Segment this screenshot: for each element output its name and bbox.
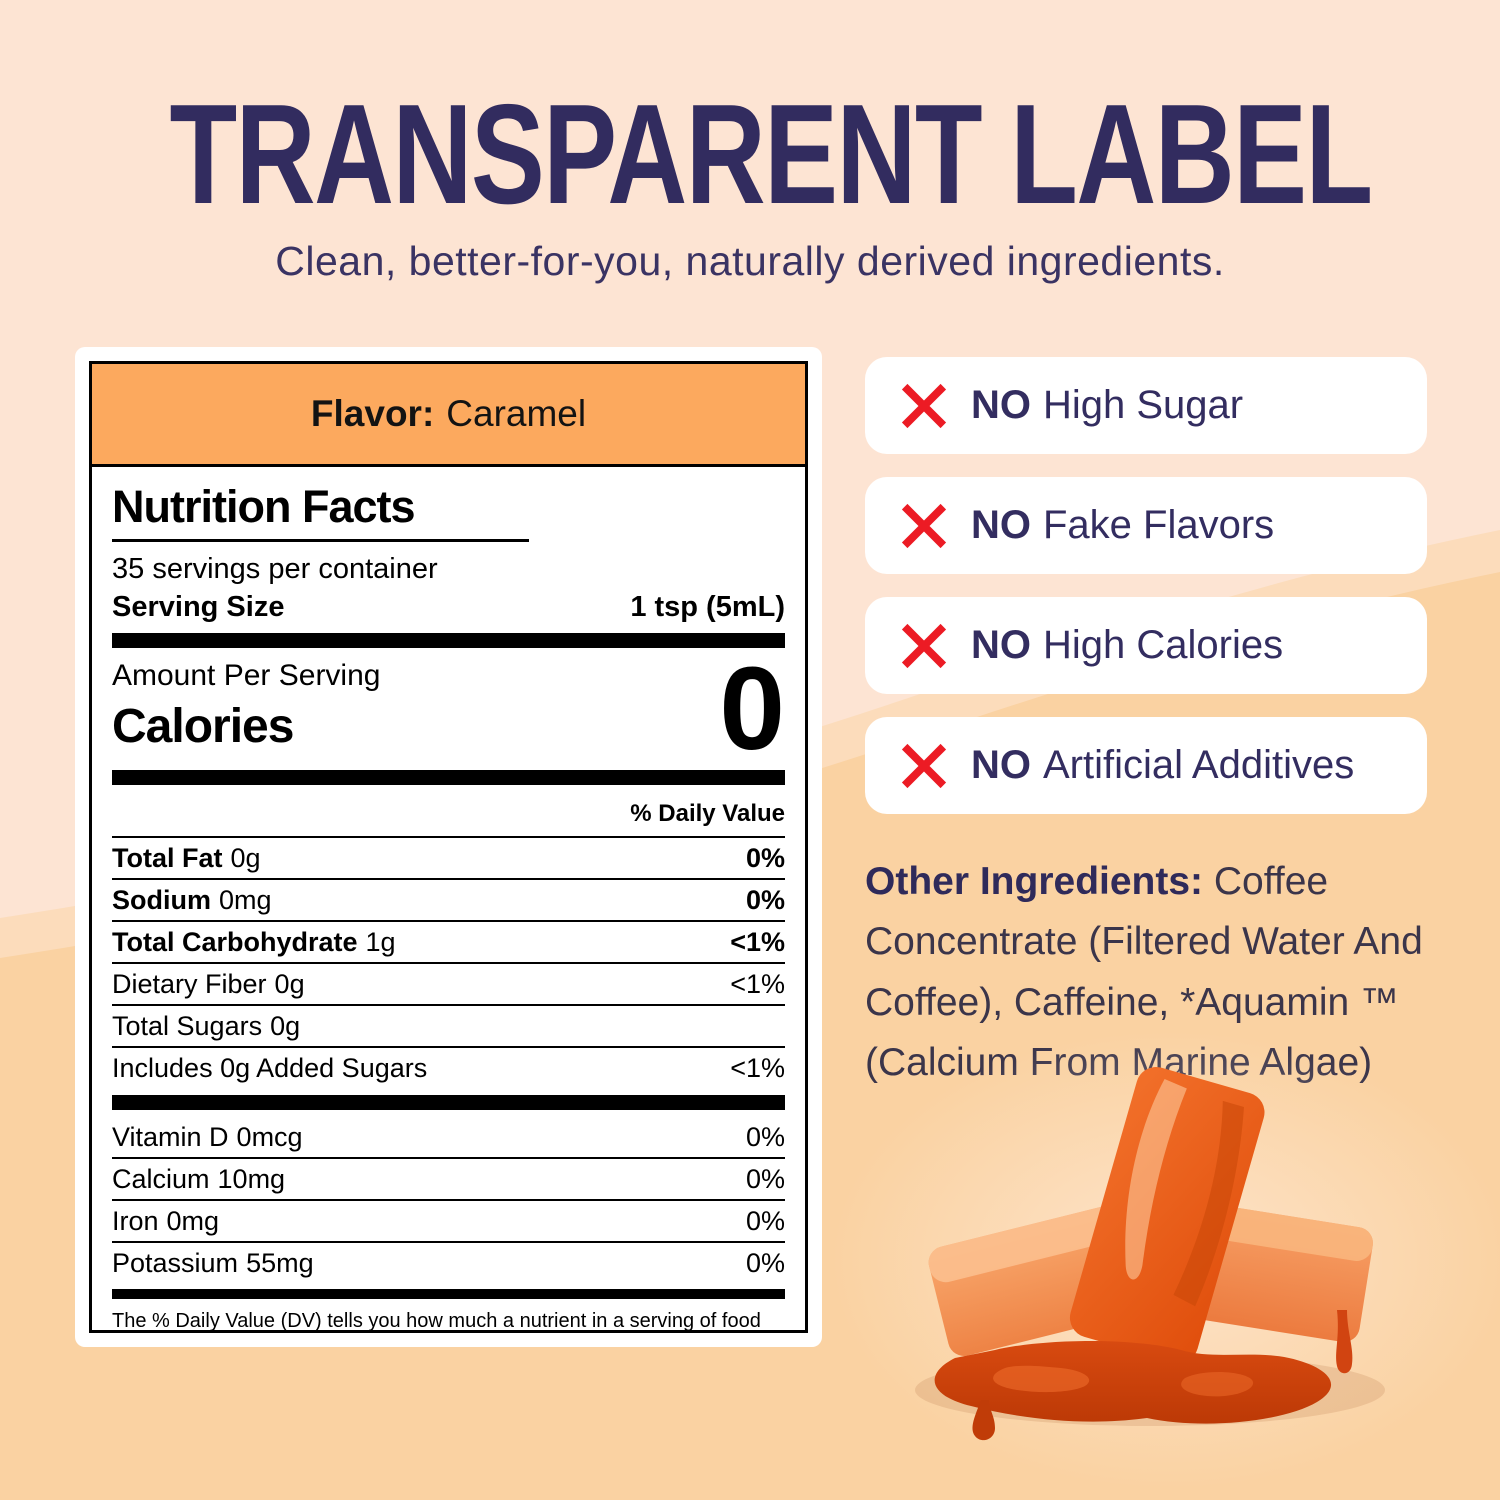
flavor-label: Flavor: [310, 393, 435, 434]
divider-bar [112, 770, 785, 786]
calories-value: 0 [719, 643, 785, 776]
page-subtitle: Clean, better-for-you, naturally derived… [275, 238, 1225, 284]
nutrient-row: Vitamin D 0mcg 0% [112, 1117, 785, 1160]
page-title: TRANSPARENT LABEL [169, 75, 1374, 234]
nutrient-row: Calcium 10mg 0% [112, 1159, 785, 1202]
badge-no-high-sugar: NO High Sugar [865, 357, 1427, 454]
x-icon [901, 383, 947, 428]
nutrient-row: Total Carbohydrate 1g <1% [112, 922, 785, 965]
serving-size-row: Serving Size 1 tsp (5mL) [112, 589, 785, 627]
divider [112, 539, 530, 542]
badge-no-artificial-additives: NO Artificial Additives [865, 717, 1427, 814]
nutrient-row: Iron 0mg 0% [112, 1201, 785, 1244]
flavor-value: Caramel [446, 393, 587, 434]
divider-bar [112, 1095, 785, 1111]
nutrition-label: Flavor: Caramel Nutrition Facts 35 servi… [89, 361, 808, 1333]
nutrient-row: Total Sugars 0g [112, 1006, 785, 1049]
divider-bar [112, 633, 785, 649]
badge-no-high-calories: NO High Calories [865, 597, 1427, 694]
daily-value-header: % Daily Value [112, 792, 785, 839]
serving-size-value: 1 tsp (5mL) [630, 590, 785, 623]
caramel-image [915, 1066, 1385, 1441]
nutrient-row: Dietary Fiber 0g <1% [112, 964, 785, 1007]
other-ingredients-label: Other Ingredients: [865, 860, 1204, 903]
nutrient-row: Potassium 55mg 0% [112, 1247, 785, 1278]
daily-value-footnote: The % Daily Value (DV) tells you how muc… [112, 1310, 761, 1333]
nutrient-row: Sodium 0mg 0% [112, 880, 785, 923]
divider-bar [112, 1289, 785, 1300]
x-icon [901, 623, 947, 668]
nutrient-row: Total Fat 0g 0% [112, 838, 785, 881]
nutrition-facts-heading: Nutrition Facts [112, 481, 416, 532]
calories-label: Calories [112, 700, 294, 754]
flavor-header: Flavor: Caramel [92, 364, 805, 467]
x-icon [901, 503, 947, 548]
nutrient-row: Includes 0g Added Sugars <1% [112, 1052, 785, 1083]
serving-size-label: Serving Size [112, 590, 285, 623]
calories-block: Amount Per Serving Calories 0 [112, 643, 785, 776]
servings-per-container: 35 servings per container [112, 553, 438, 585]
nutrition-label-card: Flavor: Caramel Nutrition Facts 35 servi… [75, 347, 822, 1347]
amount-per-serving: Amount Per Serving [112, 659, 381, 693]
x-icon [901, 743, 947, 788]
badge-no-fake-flavors: NO Fake Flavors [865, 477, 1427, 574]
